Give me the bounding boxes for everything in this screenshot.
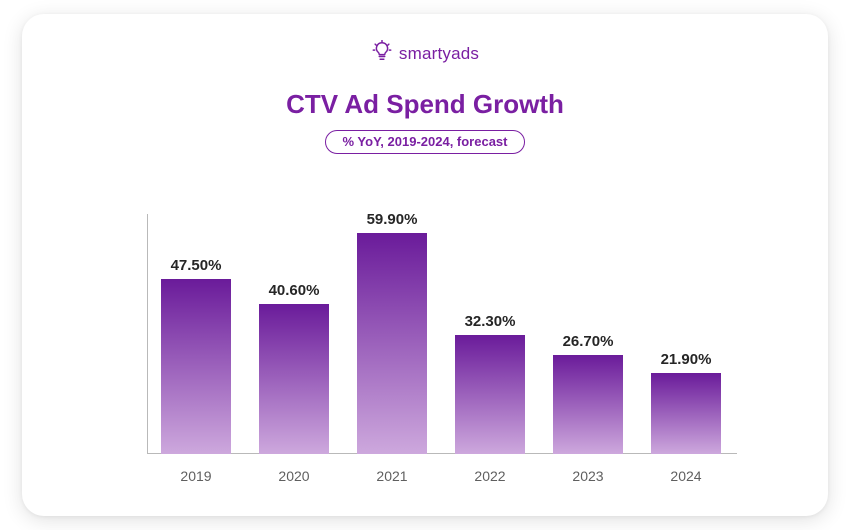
bar-value-label: 40.60% <box>259 282 329 299</box>
chart-card: smartyads CTV Ad Spend Growth % YoY, 201… <box>22 14 828 516</box>
chart-plot-area: 47.50%201940.60%202059.90%202132.30%2022… <box>147 214 737 454</box>
bar-value-label: 47.50% <box>161 257 231 274</box>
category-label: 2022 <box>455 468 525 484</box>
x-axis <box>147 453 737 454</box>
category-label: 2019 <box>161 468 231 484</box>
bar: 59.90% <box>357 233 427 454</box>
bar-value-label: 59.90% <box>357 211 427 228</box>
bar-value-label: 21.90% <box>651 351 721 368</box>
bar-value-label: 26.70% <box>553 333 623 350</box>
brand-name: smartyads <box>399 44 479 64</box>
bar: 26.70% <box>553 355 623 454</box>
bar: 47.50% <box>161 279 231 454</box>
category-label: 2024 <box>651 468 721 484</box>
category-label: 2020 <box>259 468 329 484</box>
y-axis <box>147 214 148 454</box>
chart-title: CTV Ad Spend Growth <box>22 89 828 120</box>
category-label: 2021 <box>357 468 427 484</box>
chart-subtitle: % YoY, 2019-2024, forecast <box>325 130 524 154</box>
bar: 21.90% <box>651 373 721 454</box>
brand-logo: smartyads <box>22 40 828 67</box>
category-label: 2023 <box>553 468 623 484</box>
bar-value-label: 32.30% <box>455 313 525 330</box>
bar: 32.30% <box>455 335 525 454</box>
bar: 40.60% <box>259 304 329 454</box>
lightbulb-icon <box>371 40 393 67</box>
